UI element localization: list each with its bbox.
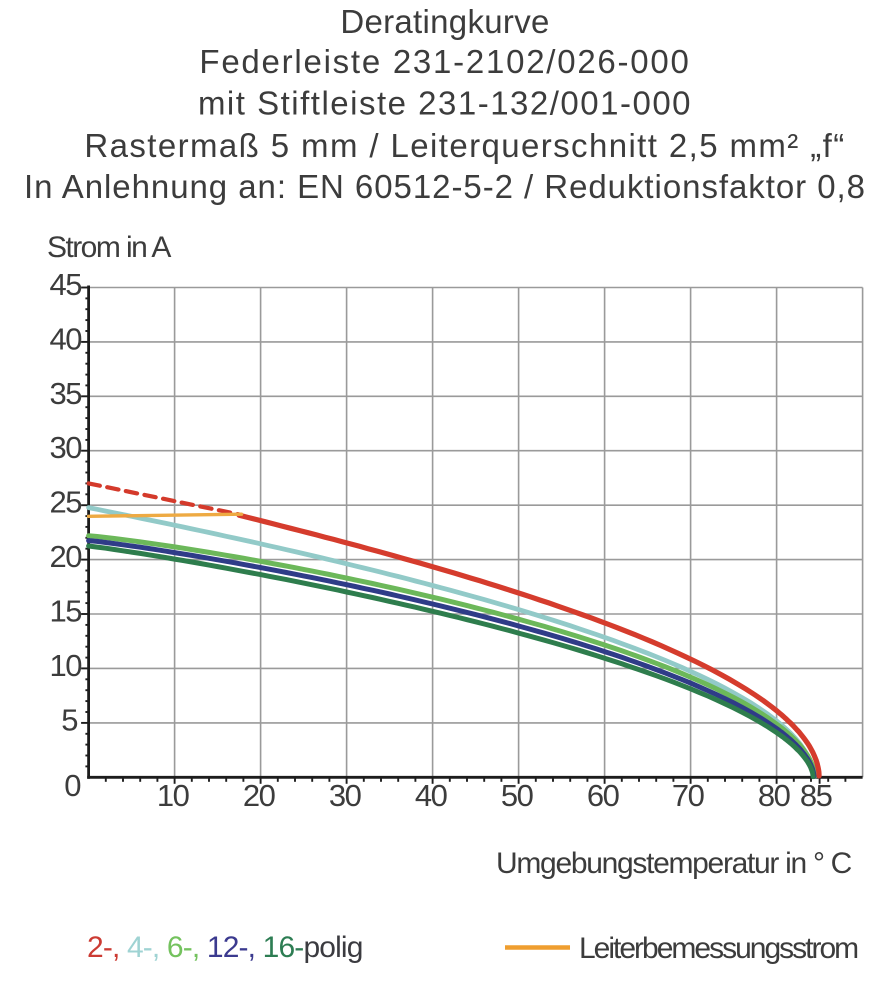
svg-text:Federleiste 231-2102/026-000: Federleiste 231-2102/026-000 [199,43,690,80]
svg-text:30: 30 [50,430,83,465]
svg-text:2-, 4-, 6-, 12-, 16-polig: 2-, 4-, 6-, 12-, 16-polig [87,931,363,964]
svg-text:mit Stiftleiste 231-132/001-00: mit Stiftleiste 231-132/001-000 [198,85,692,122]
svg-text:40: 40 [50,321,83,356]
svg-text:Umgebungstemperatur in ° C: Umgebungstemperatur in ° C [496,847,852,880]
svg-text:60: 60 [587,778,620,813]
svg-text:20: 20 [50,539,83,574]
svg-text:Leiterbemessungsstrom: Leiterbemessungsstrom [579,932,858,965]
svg-text:40: 40 [415,778,448,813]
svg-text:0: 0 [64,768,81,803]
svg-text:80: 80 [758,778,791,813]
svg-text:In Anlehnung an: EN 60512-5-2: In Anlehnung an: EN 60512-5-2 / Reduktio… [24,168,866,205]
svg-text:35: 35 [50,376,82,411]
svg-text:10: 10 [157,778,190,813]
svg-text:Strom in A: Strom in A [47,231,171,264]
svg-text:Rastermaß 5 mm / Leiterquersch: Rastermaß 5 mm / Leiterquerschnitt 2,5 m… [84,127,845,164]
svg-text:30: 30 [329,778,362,813]
svg-text:15: 15 [50,594,82,629]
svg-text:45: 45 [50,267,82,302]
svg-text:70: 70 [672,778,705,813]
svg-text:20: 20 [243,778,276,813]
svg-text:50: 50 [501,778,534,813]
svg-text:85: 85 [800,778,832,813]
svg-text:10: 10 [50,648,83,683]
svg-text:5: 5 [61,702,77,737]
svg-text:Deratingkurve: Deratingkurve [340,3,549,40]
svg-text:25: 25 [50,485,82,520]
